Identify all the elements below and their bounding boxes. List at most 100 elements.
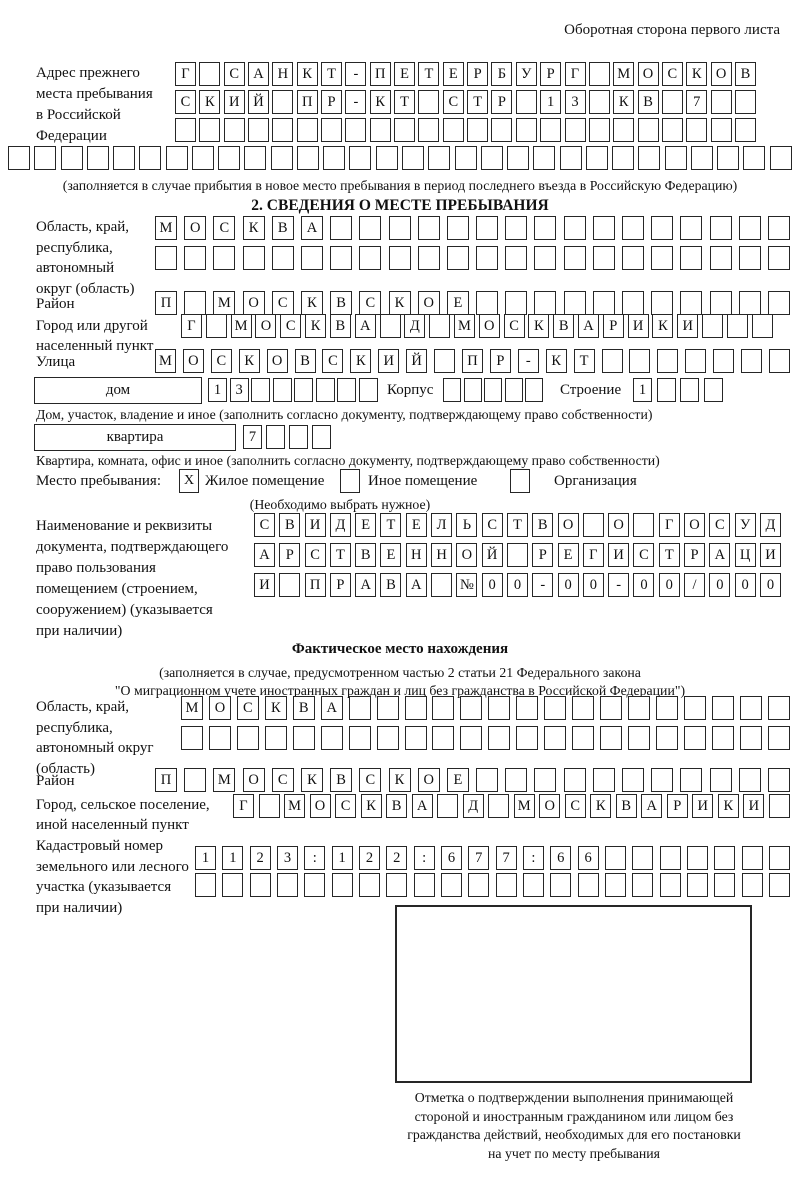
apartment-box: квартира xyxy=(34,424,236,451)
prev-address-note: (заполняется в случае прибытия в новое м… xyxy=(62,178,738,193)
char-box: Т xyxy=(321,62,343,86)
char-box xyxy=(592,246,615,270)
char-box xyxy=(767,246,790,270)
char-box xyxy=(312,425,331,449)
char-box: 0 xyxy=(633,573,655,597)
char-box xyxy=(315,378,335,402)
char-box: Т xyxy=(329,543,351,567)
char-box: О xyxy=(684,513,706,537)
char-box xyxy=(264,726,287,750)
char-box xyxy=(244,146,267,170)
char-box: К xyxy=(388,768,411,792)
char-box xyxy=(690,146,713,170)
actual-region-label: Область, край, республика, автономный ок… xyxy=(36,699,154,777)
district-label: Район xyxy=(36,296,75,312)
char-box xyxy=(248,118,270,142)
char-box: П xyxy=(296,90,318,114)
char-box: 0 xyxy=(557,573,579,597)
char-box xyxy=(632,873,654,897)
char-box xyxy=(60,146,83,170)
char-box xyxy=(515,90,537,114)
char-box: В xyxy=(734,62,756,86)
char-box: В xyxy=(294,349,316,373)
char-box xyxy=(709,216,732,240)
char-box: 1 xyxy=(195,846,216,870)
char-box xyxy=(612,146,635,170)
char-box xyxy=(480,146,503,170)
char-box: К xyxy=(686,62,708,86)
char-box: П xyxy=(461,349,483,373)
char-box: С xyxy=(223,62,245,86)
char-box: С xyxy=(503,314,525,338)
char-box: О xyxy=(637,62,659,86)
char-box xyxy=(504,378,523,402)
char-box: Р xyxy=(666,794,688,818)
char-box xyxy=(651,216,674,240)
char-box xyxy=(622,768,644,792)
char-box xyxy=(680,216,703,240)
char-box: С xyxy=(271,291,294,315)
char-box: С xyxy=(210,349,232,373)
char-box xyxy=(337,378,357,402)
char-box: С xyxy=(359,768,382,792)
char-box: И xyxy=(627,314,649,338)
char-box xyxy=(628,696,650,720)
char-box: А xyxy=(248,62,270,86)
char-box xyxy=(376,726,399,750)
char-box xyxy=(165,146,188,170)
cadastre-label: Кадастровый номер земельного или лесного… xyxy=(36,838,189,916)
char-box: О xyxy=(184,216,207,240)
char-box xyxy=(767,768,790,792)
char-box: Р xyxy=(489,349,511,373)
document-row-3: И П Р А В А № 0 0-0 0-0 0/0 0 0 xyxy=(254,573,781,597)
char-box xyxy=(522,873,544,897)
char-box: - xyxy=(345,90,367,114)
char-box xyxy=(767,291,790,315)
char-box xyxy=(139,146,162,170)
char-box: О xyxy=(309,794,331,818)
char-box xyxy=(488,696,511,720)
char-box: 7 xyxy=(468,846,490,870)
char-box xyxy=(651,768,674,792)
char-box xyxy=(655,696,678,720)
char-box xyxy=(272,378,292,402)
char-box: У xyxy=(734,513,756,537)
char-box: А xyxy=(320,696,343,720)
char-box xyxy=(604,846,626,870)
char-box: 6 xyxy=(440,846,462,870)
char-box: Д xyxy=(462,794,484,818)
char-box: К xyxy=(360,794,382,818)
char-box xyxy=(175,118,196,142)
char-box xyxy=(432,696,455,720)
region-row-2 xyxy=(155,246,790,270)
char-box xyxy=(751,314,773,338)
char-box xyxy=(440,873,462,897)
char-box: О xyxy=(417,768,440,792)
char-box xyxy=(738,291,761,315)
char-box: Г xyxy=(233,794,254,818)
char-box: К xyxy=(242,216,265,240)
char-box xyxy=(429,314,451,338)
char-box: - xyxy=(517,349,539,373)
char-box xyxy=(768,873,790,897)
char-box xyxy=(572,726,595,750)
char-box xyxy=(628,726,650,750)
char-box xyxy=(505,246,528,270)
char-box: - xyxy=(608,573,630,597)
char-box: А xyxy=(355,573,377,597)
char-box: 1 xyxy=(331,846,353,870)
char-box xyxy=(272,90,294,114)
char-box xyxy=(544,696,567,720)
char-box: 7 xyxy=(686,90,708,114)
char-box xyxy=(505,768,528,792)
char-box: В xyxy=(355,543,377,567)
stay-type-checkbox-inoe xyxy=(340,469,360,493)
char-box xyxy=(289,425,308,449)
apartment-caption: Квартира, комната, офис и иное (заполнит… xyxy=(36,453,660,468)
stroenie-cells: 1 xyxy=(633,378,723,402)
city-label: Город или другой населенный пункт xyxy=(36,318,154,354)
char-box: 2 xyxy=(358,846,380,870)
char-box: 6 xyxy=(577,846,599,870)
char-box xyxy=(661,118,683,142)
